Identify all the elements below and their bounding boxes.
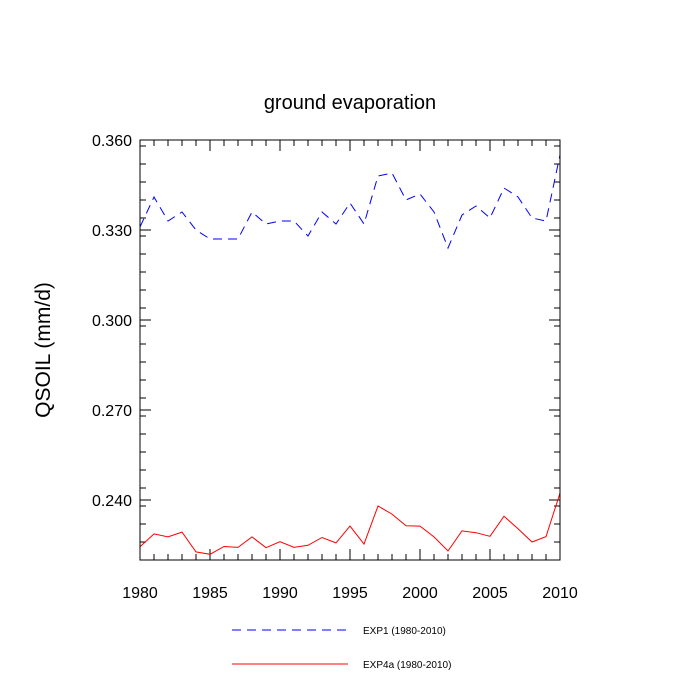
y-tick-label: 0.240	[92, 493, 132, 510]
x-tick-label: 2010	[542, 585, 578, 602]
y-tick-label: 0.270	[92, 403, 132, 420]
x-tick-label: 1995	[332, 585, 368, 602]
y-tick-label: 0.330	[92, 223, 132, 240]
y-tick-label: 0.300	[92, 313, 132, 330]
chart-title: ground evaporation	[264, 92, 436, 114]
legend-label: EXP1 (1980-2010)	[363, 626, 446, 637]
series-line-1	[139, 154, 561, 250]
axis-ticks: 1980 1985 1990 1995 2000 2005 2010 0.240 0.270 0.…	[92, 133, 578, 602]
x-tick-label: 2000	[402, 585, 438, 602]
x-tick-label: 1990	[262, 585, 298, 602]
y-tick-label: 0.360	[92, 133, 132, 150]
y-axis-label: QSOIL (mm/d)	[32, 282, 55, 418]
series-lines	[139, 154, 561, 555]
legend: EXP1 (1980-2010) EXP4a (1980-2010)	[232, 626, 451, 671]
legend-label: EXP4a (1980-2010)	[363, 660, 451, 671]
x-tick-label: 2005	[472, 585, 508, 602]
x-tick-label: 1980	[122, 585, 158, 602]
x-tick-label: 1985	[192, 585, 228, 602]
series-line-2	[139, 492, 561, 555]
plot-frame	[139, 139, 561, 561]
